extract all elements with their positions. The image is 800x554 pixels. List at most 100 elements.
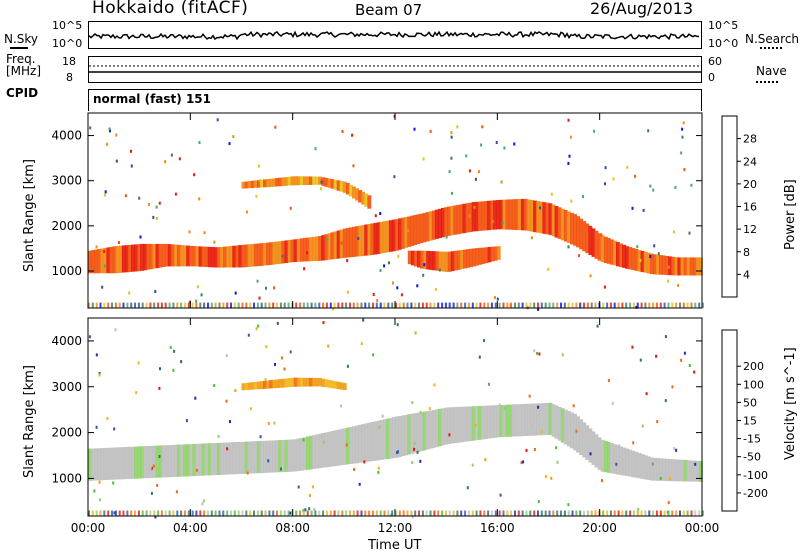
velocity-ground-cell: [118, 510, 121, 516]
velocity-ground-cell: [537, 510, 539, 516]
power-cell: [287, 176, 292, 186]
velocity-cell: [164, 445, 169, 478]
velocity-ground-cell: [621, 510, 624, 516]
power-cell: [468, 202, 473, 232]
velocity-cell: [474, 406, 479, 441]
power-cell: [628, 247, 633, 270]
velocity-speckle: [488, 382, 490, 386]
velocity-cell: [441, 408, 445, 446]
power-speckle: [413, 127, 416, 131]
velocity-ground-cell: [191, 510, 194, 516]
velocity-cell: [342, 428, 347, 465]
velocity-cell: [462, 406, 467, 442]
power-cell: [401, 217, 405, 249]
power-ground-cell: [283, 302, 286, 308]
power-speckle: [468, 169, 471, 173]
velocity-ground-cell: [402, 510, 405, 516]
power-cell: [284, 240, 289, 263]
power-ground-cell: [287, 302, 290, 308]
velocity-ground-cell: [302, 510, 305, 516]
power-cell: [456, 250, 461, 270]
velocity-cell: [324, 432, 329, 468]
power-cell: [106, 247, 111, 274]
velocity-cell: [692, 460, 697, 482]
velocity-cell: [689, 460, 694, 482]
power-cell: [330, 179, 335, 189]
velocity-speckle: [225, 399, 228, 403]
velocity-ground-cell: [648, 510, 651, 516]
power-ground-cell: [111, 302, 113, 308]
velocity-speckle: [664, 335, 667, 339]
power-ground-cell: [544, 302, 547, 308]
power-ground-cell: [702, 302, 704, 308]
velocity-ground-cell: [617, 510, 620, 516]
power-cell: [463, 249, 467, 269]
velocity-cell: [140, 446, 145, 479]
velocity-cell: [253, 441, 258, 474]
velocity-ground-cell: [137, 510, 140, 516]
power-cell: [355, 188, 359, 201]
velocity-ground-cell: [560, 510, 562, 516]
power-ground-cell: [95, 302, 98, 308]
velocity-cell: [352, 426, 356, 464]
velocity-speckle: [466, 486, 469, 490]
velocity-ground-cell: [368, 510, 371, 516]
velocity-cell: [339, 382, 344, 390]
velocity-cell: [112, 447, 117, 480]
velocity-speckle: [419, 411, 422, 414]
power-cell: [315, 176, 320, 185]
velocity-speckle: [664, 399, 667, 403]
power-cell: [367, 224, 372, 256]
power-ground-cell: [126, 302, 129, 308]
velocity-speckle: [615, 462, 618, 466]
power-cell: [161, 243, 166, 267]
velocity-ground-cell: [345, 510, 348, 516]
velocity-ground-cell: [579, 510, 582, 516]
power-speckle: [104, 190, 107, 194]
velocity-cell: [127, 446, 132, 479]
power-ground-cell: [644, 302, 647, 308]
velocity-speckle: [95, 353, 98, 357]
power-cell: [131, 244, 135, 272]
power-ground-cell: [103, 302, 106, 308]
velocity-cell: [631, 450, 636, 478]
velocity-ground-cell: [126, 510, 129, 516]
velocity-speckle: [280, 467, 282, 471]
velocity-cell: [302, 437, 307, 471]
velocity-cell: [698, 461, 703, 482]
power-cell: [253, 180, 258, 188]
velocity-speckle: [201, 502, 204, 506]
power-cell: [478, 247, 483, 265]
power-speckle: [103, 193, 106, 197]
nave-bottom-tick: 0: [708, 71, 715, 84]
velocity-cell: [253, 381, 258, 390]
power-ground-cell: [199, 302, 202, 308]
velocity-speckle: [98, 480, 101, 484]
velocity-speckle: [249, 407, 252, 411]
power-cell: [321, 177, 326, 186]
velocity-ground-cell: [590, 510, 593, 516]
power-cell: [137, 244, 141, 272]
power-cell: [355, 226, 359, 257]
power-cell: [576, 216, 580, 248]
power-speckle: [124, 194, 127, 198]
power-ground-cell: [375, 302, 378, 308]
power-cell: [198, 246, 203, 267]
velocity-cell: [640, 454, 645, 479]
velocity-ground-cell: [383, 510, 386, 516]
velocity-cell: [671, 459, 676, 482]
power-ground-cell: [679, 302, 681, 308]
power-cell: [517, 199, 522, 231]
power-speckle: [346, 290, 349, 294]
velocity-cell: [468, 406, 473, 442]
power-cell: [573, 214, 577, 246]
power-cell: [481, 201, 485, 231]
velocity-ground-cell: [318, 510, 321, 516]
power-cell: [306, 237, 310, 262]
velocity-ground-cell: [122, 510, 125, 516]
power-cell: [312, 236, 316, 262]
power-cell: [364, 193, 369, 207]
power-ground-cell: [560, 302, 562, 308]
power-ground-cell: [222, 302, 225, 308]
velocity-ground-cell: [414, 510, 417, 516]
